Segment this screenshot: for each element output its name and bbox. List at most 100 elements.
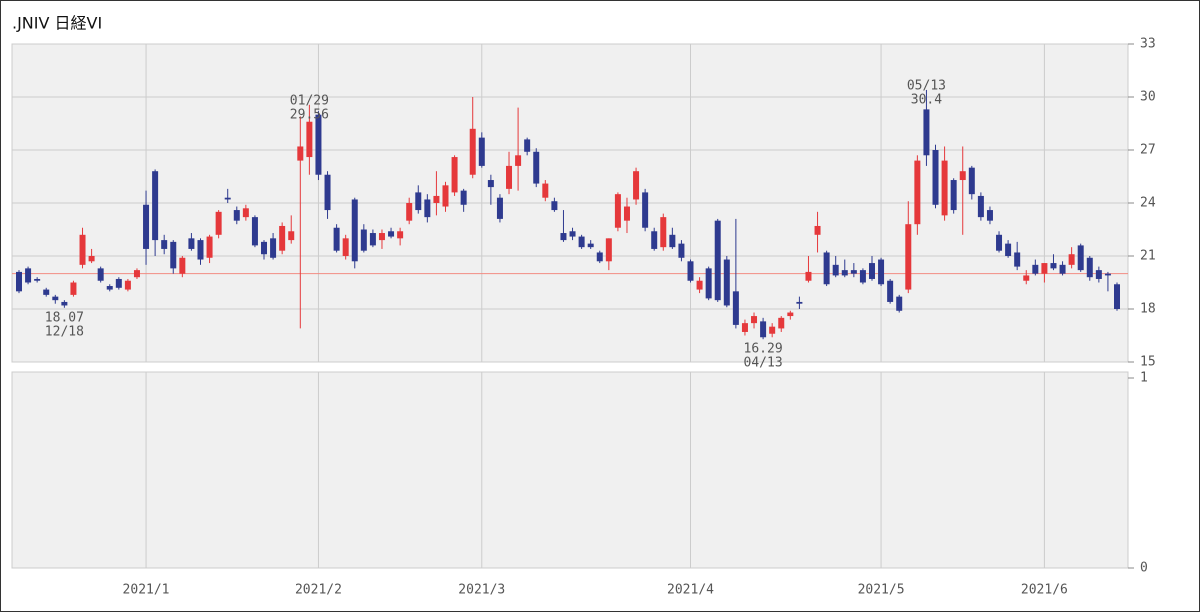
annotation-value: 30.4 xyxy=(911,92,942,107)
candle-body xyxy=(614,194,621,228)
candle-body xyxy=(796,301,803,304)
candle-body xyxy=(369,233,376,246)
candle-body xyxy=(560,233,567,241)
candle-body xyxy=(678,243,685,258)
candle-body xyxy=(642,192,649,228)
candle-body xyxy=(179,257,186,274)
candle-body xyxy=(143,204,150,249)
candle-body xyxy=(1023,275,1030,281)
candle-body xyxy=(460,190,467,205)
candle-body xyxy=(723,259,730,306)
candle-body xyxy=(850,270,857,274)
volume-panel xyxy=(11,371,1129,569)
annotation-value: 18.07 xyxy=(45,310,84,325)
candle-body xyxy=(197,240,204,260)
candle-body xyxy=(70,282,77,295)
candle-body xyxy=(578,236,585,248)
candle-body xyxy=(841,270,848,276)
x-tick-label: 2021/1 xyxy=(123,583,170,598)
candle-body xyxy=(878,259,885,285)
candle-body xyxy=(524,139,531,152)
candle-body xyxy=(515,155,522,166)
candle-body xyxy=(1050,263,1057,269)
y-tick-label: 15 xyxy=(1140,355,1156,370)
candle-body xyxy=(905,224,912,290)
candle-body xyxy=(1005,243,1012,256)
candle-body xyxy=(887,280,894,302)
candle-body xyxy=(242,208,249,218)
candle-body xyxy=(651,231,658,249)
candle-body xyxy=(941,160,948,216)
candle-body xyxy=(1032,264,1039,274)
annotation-date: 01/29 xyxy=(290,93,329,108)
candle-body xyxy=(968,167,975,195)
candle-body xyxy=(596,252,603,262)
candle-body xyxy=(115,278,122,288)
candle-body xyxy=(1114,284,1120,309)
candle-body xyxy=(415,192,422,211)
annotation-value: 16.29 xyxy=(744,342,783,357)
candle-body xyxy=(487,180,494,188)
candle-body xyxy=(496,197,503,219)
candle-body xyxy=(823,252,830,285)
candle-body xyxy=(714,220,721,301)
candle-body xyxy=(1041,263,1048,274)
candle-body xyxy=(378,233,385,241)
y-tick-label: 1 xyxy=(1140,371,1148,386)
candle-body xyxy=(660,217,667,248)
candle-body xyxy=(469,128,476,175)
candle-body xyxy=(188,238,195,249)
candle-body xyxy=(932,150,939,205)
chart-title: .JNIV 日経VI xyxy=(12,14,102,33)
candle-body xyxy=(170,241,177,269)
y-tick-label: 30 xyxy=(1140,90,1156,105)
candle-body xyxy=(996,234,1003,251)
candle-body xyxy=(687,261,694,281)
x-tick-label: 2021/6 xyxy=(1021,583,1068,598)
candle-body xyxy=(306,121,313,158)
candle-body xyxy=(1077,245,1084,271)
candle-body xyxy=(34,278,41,281)
candle-body xyxy=(161,240,168,249)
candle-body xyxy=(896,296,903,311)
candle-body xyxy=(106,286,113,290)
candle-body xyxy=(124,280,131,290)
candle-body xyxy=(787,312,794,317)
candle-body xyxy=(97,268,104,281)
candle-body xyxy=(533,151,540,184)
candle-body xyxy=(868,263,875,279)
candle-body xyxy=(433,195,440,203)
candle-body xyxy=(696,280,703,290)
candle-body xyxy=(832,264,839,276)
candle-body xyxy=(569,231,576,237)
candle-body xyxy=(751,316,758,324)
candle-body xyxy=(1068,254,1075,265)
candle-body xyxy=(351,199,358,262)
y-tick-label: 33 xyxy=(1140,37,1156,52)
annotation-date: 12/18 xyxy=(45,324,84,339)
candle-body xyxy=(959,171,966,181)
candle-body xyxy=(859,270,866,283)
candle-body xyxy=(25,268,32,283)
candle-body xyxy=(478,137,485,166)
candle-body xyxy=(542,183,549,198)
candle-body xyxy=(43,289,50,295)
candle-body xyxy=(215,211,222,235)
candle-body xyxy=(333,227,340,251)
annotation-date: 05/13 xyxy=(907,78,946,93)
candle-body xyxy=(397,231,404,239)
candle-body xyxy=(705,268,712,299)
candle-body xyxy=(424,199,431,218)
candle-body xyxy=(587,243,594,248)
y-tick-label: 27 xyxy=(1140,143,1156,158)
candle-body xyxy=(288,231,295,241)
candle-body xyxy=(814,225,821,235)
candle-body xyxy=(923,109,930,156)
candle-body xyxy=(623,206,630,221)
candle-body xyxy=(986,210,993,221)
candle-body xyxy=(406,203,413,221)
candle-body xyxy=(79,234,86,265)
candle-body xyxy=(914,160,921,225)
